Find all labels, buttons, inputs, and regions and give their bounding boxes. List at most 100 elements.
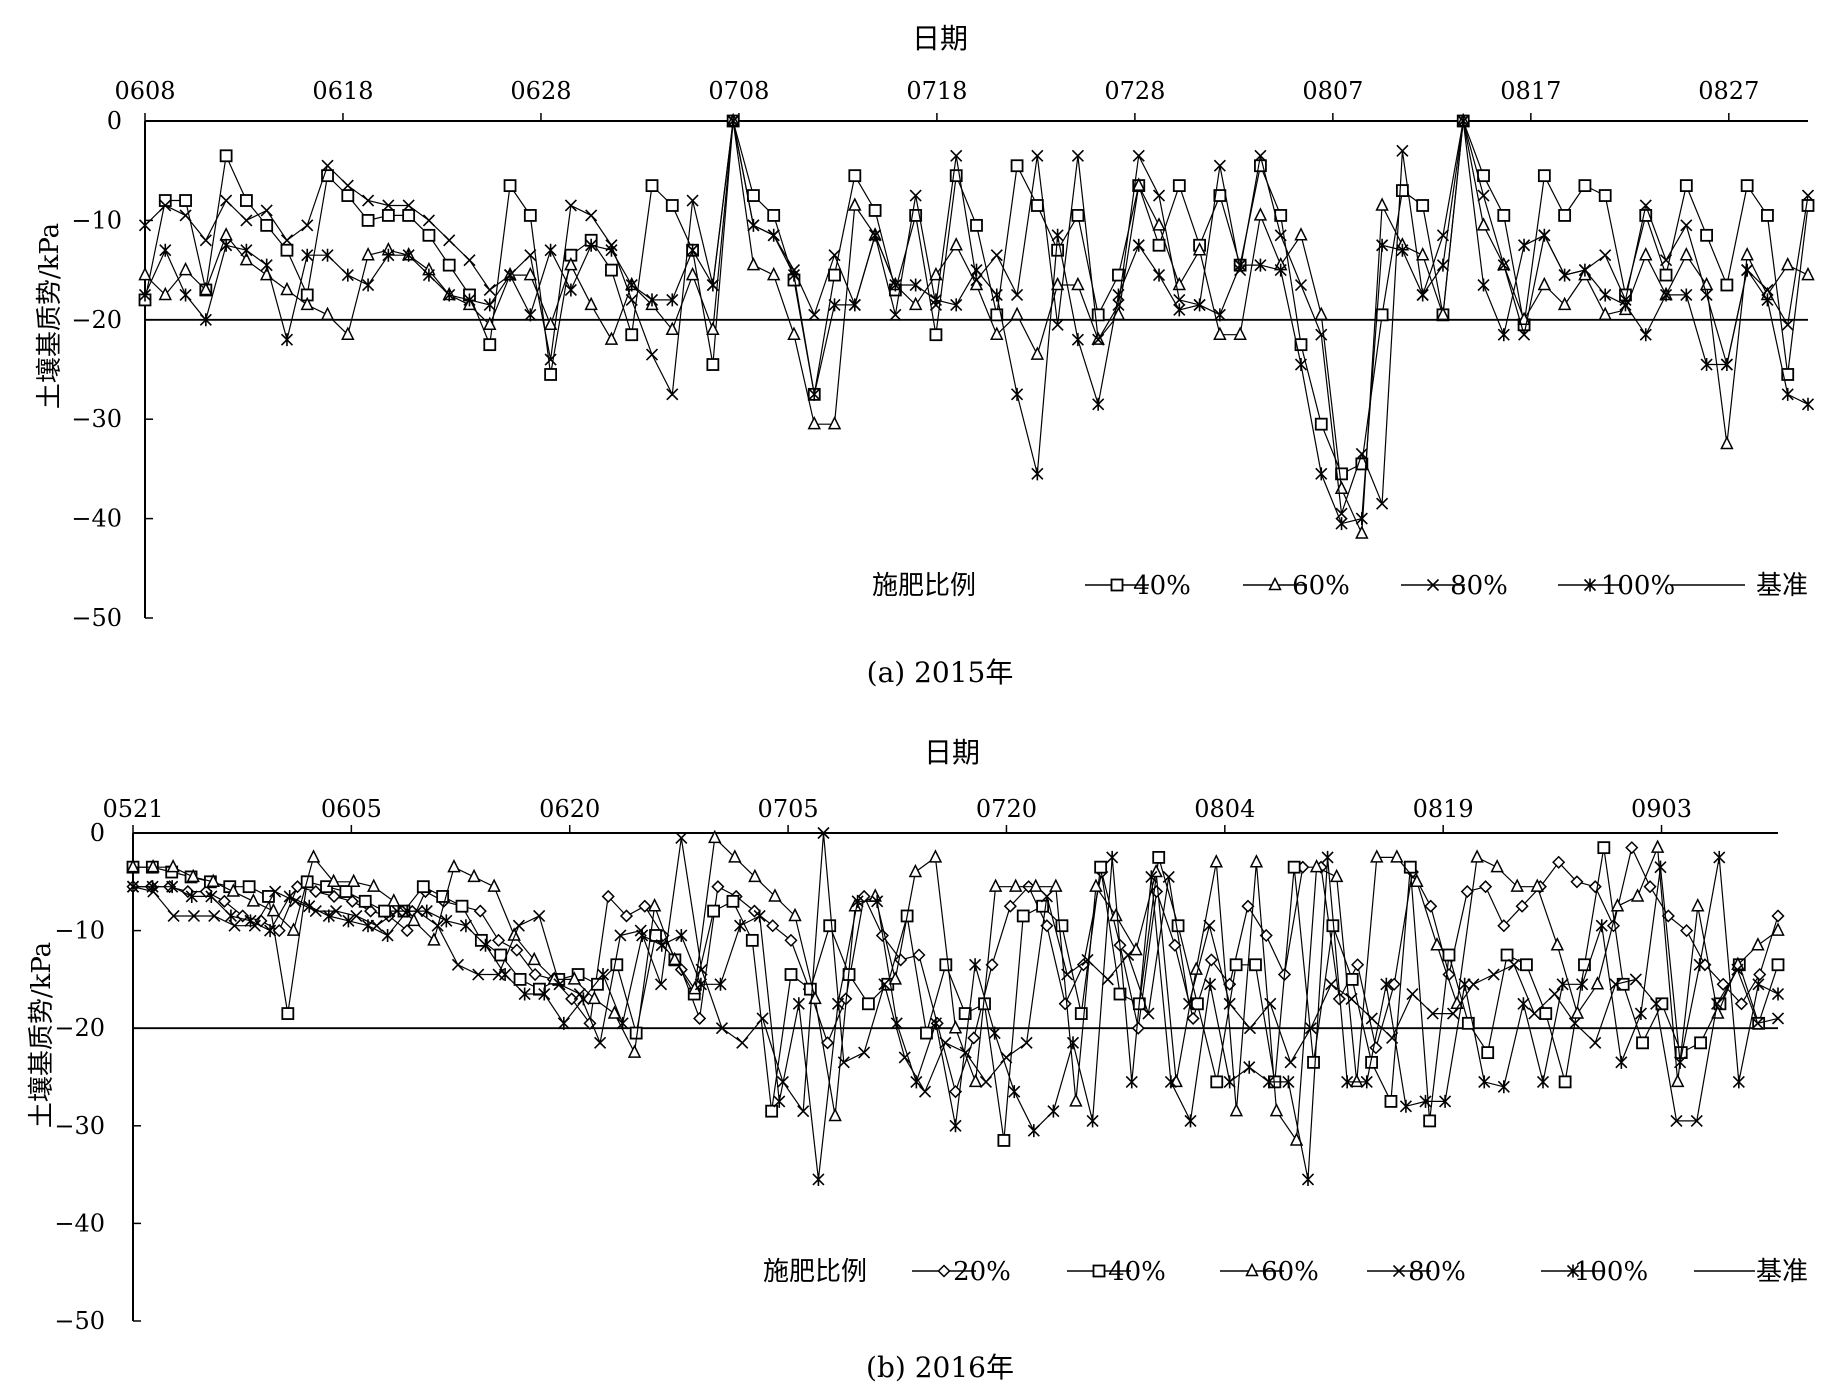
data-point-40%: [823, 919, 837, 933]
legend-marker-100%: [1583, 578, 1597, 592]
data-point-20%: [1515, 899, 1529, 913]
data-point-100%: [1680, 288, 1693, 302]
data-point-60%: [320, 306, 335, 321]
data-point-40%: [939, 958, 953, 972]
x-tick-label: 0605: [321, 795, 382, 823]
data-point-80%: [585, 209, 598, 222]
data-point-20%: [693, 1011, 707, 1026]
data-point-100%: [564, 283, 577, 297]
data-point-60%: [1530, 878, 1544, 892]
data-point-60%: [467, 868, 481, 883]
data-point-80%: [828, 249, 841, 262]
data-point-40%: [544, 368, 558, 381]
x-tick-label: 0807: [1302, 77, 1363, 105]
x-tick-label: 0708: [708, 77, 769, 105]
data-point-40%: [1171, 919, 1185, 933]
data-point-100%: [1234, 258, 1247, 272]
data-point-80%: [402, 199, 415, 212]
data-point-40%: [1152, 238, 1166, 252]
data-point-20%: [967, 1031, 981, 1045]
data-point-60%: [1253, 207, 1268, 221]
data-point-80%: [1345, 992, 1358, 1005]
data-point-100%: [1558, 268, 1571, 282]
data-point-100%: [1771, 987, 1785, 1001]
x-tick-label: 0620: [539, 795, 600, 823]
data-point-100%: [138, 288, 152, 302]
data-point-60%: [564, 256, 578, 271]
data-point-40%: [281, 1007, 295, 1020]
data-point-80%: [1071, 149, 1084, 162]
data-point-100%: [1713, 850, 1726, 864]
data-point-60%: [341, 326, 355, 340]
y-tick-label: −50: [71, 604, 122, 632]
data-point-40%: [483, 338, 497, 352]
data-point-100%: [382, 248, 395, 262]
data-point-80%: [1376, 497, 1389, 510]
data-point-60%: [1781, 256, 1795, 271]
data-point-100%: [524, 308, 537, 322]
data-point-80%: [918, 1085, 932, 1098]
data-point-60%: [1229, 1102, 1244, 1117]
data-point-40%: [339, 885, 353, 898]
data-point-80%: [350, 909, 363, 923]
data-point-20%: [217, 894, 231, 908]
data-point-60%: [1289, 1132, 1304, 1146]
data-point-40%: [1355, 457, 1369, 471]
data-point-100%: [1436, 258, 1450, 272]
data-point-40%: [1172, 179, 1186, 193]
data-point-80%: [736, 1036, 749, 1049]
data-point-80%: [1477, 189, 1490, 202]
legend-label-100%: 100%: [1601, 571, 1675, 601]
data-point-60%: [1008, 878, 1023, 892]
legend-marker-60%: [1245, 1262, 1259, 1277]
y-tick-label: −10: [71, 206, 122, 234]
data-point-80%: [382, 199, 395, 212]
data-point-40%: [605, 263, 618, 277]
data-point-80%: [280, 234, 294, 247]
data-point-40%: [745, 933, 759, 947]
data-point-60%: [1213, 326, 1227, 340]
data-point-60%: [138, 266, 152, 281]
data-point-100%: [1086, 1114, 1099, 1128]
data-point-100%: [1010, 387, 1024, 401]
data-point-100%: [401, 904, 414, 918]
data-point-20%: [1058, 997, 1072, 1011]
data-point-80%: [715, 1022, 729, 1035]
data-point-60%: [1537, 276, 1552, 291]
data-point-40%: [1395, 184, 1409, 197]
data-point-20%: [1643, 880, 1657, 894]
data-point-80%: [1000, 1051, 1013, 1064]
data-point-80%: [1152, 189, 1166, 202]
data-point-100%: [341, 268, 354, 282]
data-point-20%: [1186, 1011, 1200, 1026]
data-point-100%: [1458, 977, 1471, 991]
data-point-100%: [422, 268, 435, 282]
data-point-60%: [483, 316, 497, 331]
data-point-80%: [1274, 229, 1287, 242]
data-point-80%: [1659, 254, 1673, 267]
data-point-20%: [1478, 880, 1493, 894]
data-point-80%: [1467, 978, 1480, 991]
data-point-100%: [636, 928, 649, 942]
data-point-60%: [280, 281, 294, 296]
data-point-80%: [260, 204, 273, 217]
data-point-80%: [1507, 958, 1521, 971]
data-point-60%: [766, 266, 781, 281]
data-point-80%: [321, 159, 334, 172]
data-point-60%: [1010, 306, 1024, 321]
data-point-80%: [1446, 1007, 1460, 1020]
data-point-40%: [828, 268, 841, 282]
y-tick-label: −10: [54, 917, 105, 945]
data-point-80%: [1680, 219, 1693, 232]
data-point-20%: [1570, 875, 1584, 889]
data-point-100%: [910, 1075, 923, 1089]
data-point-40%: [280, 243, 294, 257]
data-point-100%: [303, 899, 316, 913]
data-point-100%: [321, 248, 334, 262]
data-point-40%: [1639, 209, 1653, 222]
data-point-40%: [1655, 997, 1669, 1011]
data-point-20%: [1460, 884, 1474, 899]
data-point-100%: [1457, 114, 1470, 128]
data-point-40%: [1520, 958, 1533, 972]
data-point-20%: [1131, 1021, 1145, 1035]
